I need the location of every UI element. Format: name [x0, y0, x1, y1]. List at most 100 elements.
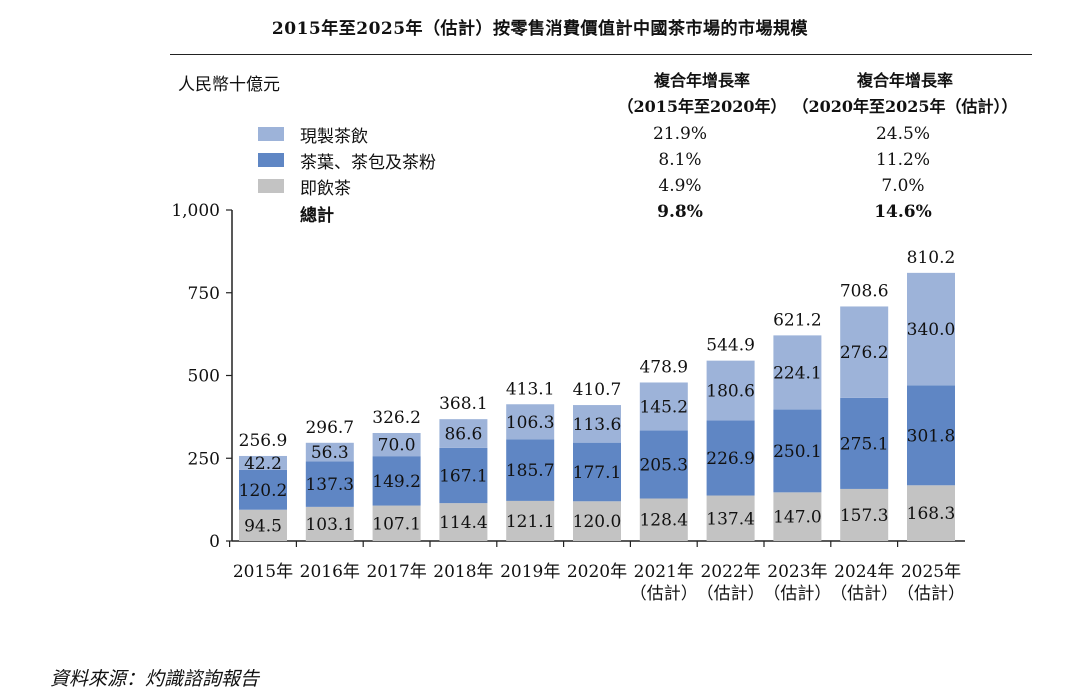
bar-value-label: 145.2: [639, 398, 688, 418]
x-tick-label: 2018年: [433, 562, 493, 582]
bar-value-label: 128.4: [639, 511, 688, 531]
x-tick-label: 2021年: [634, 562, 694, 582]
bar-segment: [840, 306, 889, 398]
legend-label: 即飲茶: [300, 178, 351, 199]
bar-value-label: 137.4: [706, 509, 755, 529]
source-note: 資料來源：灼識諮詢報告: [50, 668, 260, 690]
bar-value-label: 226.9: [706, 449, 755, 469]
bar-segment: [506, 404, 555, 440]
cagr-value: 24.5%: [875, 124, 930, 144]
cagr-value: 4.9%: [658, 176, 702, 196]
y-tick-label: 750: [188, 284, 220, 304]
x-tick-label: （估計）: [897, 584, 965, 604]
bar-segment: [573, 405, 621, 443]
legend-swatch: [258, 127, 284, 141]
bar-value-label: 168.3: [907, 504, 956, 524]
bar-segment: [573, 501, 621, 541]
bar-segment: [773, 409, 822, 493]
cagr-value: 7.0%: [881, 176, 925, 196]
bar-segment: [239, 469, 287, 510]
bar-segment: [372, 505, 421, 541]
bar-total-label: 368.1: [439, 394, 488, 414]
bar-segment: [239, 509, 287, 541]
bar-value-label: 86.6: [444, 424, 482, 444]
y-axis-unit-label: 人民幣十億元: [178, 75, 280, 95]
bar-segment: [305, 442, 354, 462]
bar-total-label: 326.2: [372, 408, 421, 428]
bar-value-label: 185.7: [506, 461, 555, 481]
bar-value-label: 107.1: [372, 514, 421, 534]
x-tick-label: 2022年: [700, 562, 760, 582]
bar-value-label: 205.3: [639, 456, 688, 476]
bar-value-label: 301.8: [907, 426, 956, 446]
bar-value-label: 113.6: [573, 415, 622, 435]
bar-value-label: 70.0: [378, 436, 416, 456]
x-tick-label: （估計）: [630, 584, 698, 604]
title-divider: [170, 54, 1032, 55]
bar-value-label: 224.1: [773, 363, 822, 383]
bar-segment: [706, 495, 755, 541]
cagr-header-line1: 複合年增長率: [653, 71, 750, 90]
x-tick-label: 2017年: [366, 562, 426, 582]
bar-value-label: 120.0: [573, 512, 622, 532]
bar-segment: [372, 432, 421, 457]
cagr-total-value: 14.6%: [874, 202, 932, 222]
cagr-value: 21.9%: [652, 124, 707, 144]
bar-total-label: 708.6: [840, 281, 889, 301]
cagr-header-line1: 複合年增長率: [856, 71, 953, 90]
bar-value-label: 275.1: [840, 434, 889, 454]
y-tick-label: 0: [209, 532, 220, 552]
bar-segment: [840, 488, 889, 541]
cagr-header-line2: （2020年至2025年（估計））: [792, 97, 1018, 116]
bar-segment: [639, 430, 688, 499]
bar-value-label: 147.0: [773, 508, 822, 528]
chart-title: 2015年至2025年（估計）按零售消費價值計中國茶市場的市場規模: [271, 19, 809, 39]
bar-value-label: 340.0: [907, 320, 956, 340]
x-tick-label: 2020年: [567, 562, 627, 582]
bar-segment: [706, 420, 755, 496]
cagr-value: 8.1%: [658, 150, 702, 170]
bar-segment: [907, 485, 955, 541]
legend-item-tea-leaves: 茶葉、茶包及茶粉: [258, 148, 436, 173]
bar-segment: [439, 503, 488, 541]
x-tick-label: （估計）: [830, 584, 898, 604]
x-tick-label: 2016年: [300, 562, 360, 582]
bar-value-label: 103.1: [305, 515, 354, 535]
legend-swatch: [258, 153, 284, 167]
bar-segment: [706, 360, 755, 421]
legend-swatch: [258, 179, 284, 193]
bar-total-label: 478.9: [639, 357, 688, 377]
cagr-header-line2: （2015年至2020年）: [617, 97, 787, 116]
bar-value-label: 56.3: [311, 443, 349, 463]
bar-value-label: 137.3: [305, 475, 354, 495]
cagr-header-2015-2020: 複合年增長率 （2015年至2020年）: [612, 68, 792, 120]
bar-total-label: 413.1: [506, 379, 555, 399]
cagr-header-2020-2025: 複合年增長率 （2020年至2025年（估計））: [785, 68, 1025, 120]
bar-value-label: 42.2: [244, 454, 282, 474]
bar-segment: [506, 439, 555, 501]
bar-value-label: 94.5: [244, 516, 282, 536]
legend-total-label: 總計: [300, 206, 334, 226]
bar-total-label: 544.9: [706, 336, 755, 356]
x-tick-label: （估計）: [763, 584, 831, 604]
x-tick-label: 2025年: [901, 562, 961, 582]
bar-segment: [840, 397, 889, 489]
legend-label: 現製茶飲: [300, 126, 368, 147]
x-tick-label: （估計）: [697, 584, 765, 604]
bar-segment: [439, 419, 488, 448]
bar-segment: [639, 382, 688, 431]
bar-value-label: 106.3: [506, 413, 555, 433]
bar-segment: [372, 456, 421, 506]
bar-value-label: 121.1: [506, 512, 555, 532]
cagr-total-value: 9.8%: [657, 202, 703, 222]
bar-value-label: 276.2: [840, 343, 889, 363]
legend-label: 茶葉、茶包及茶粉: [300, 152, 436, 173]
x-tick-label: 2023年: [767, 562, 827, 582]
bar-segment: [305, 461, 354, 507]
bar-segment: [239, 455, 287, 470]
bar-segment: [439, 447, 488, 504]
bar-total-label: 621.2: [773, 310, 822, 330]
bar-segment: [773, 335, 822, 410]
bar-segment: [639, 498, 688, 541]
